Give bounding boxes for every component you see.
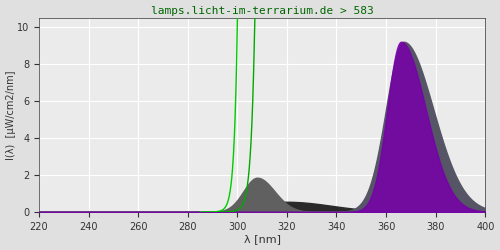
Title: lamps.licht-im-terrarium.de > 583: lamps.licht-im-terrarium.de > 583 [150, 6, 374, 16]
Y-axis label: I(λ)  [μW/cm2/nm]: I(λ) [μW/cm2/nm] [6, 70, 16, 160]
X-axis label: λ [nm]: λ [nm] [244, 234, 281, 244]
